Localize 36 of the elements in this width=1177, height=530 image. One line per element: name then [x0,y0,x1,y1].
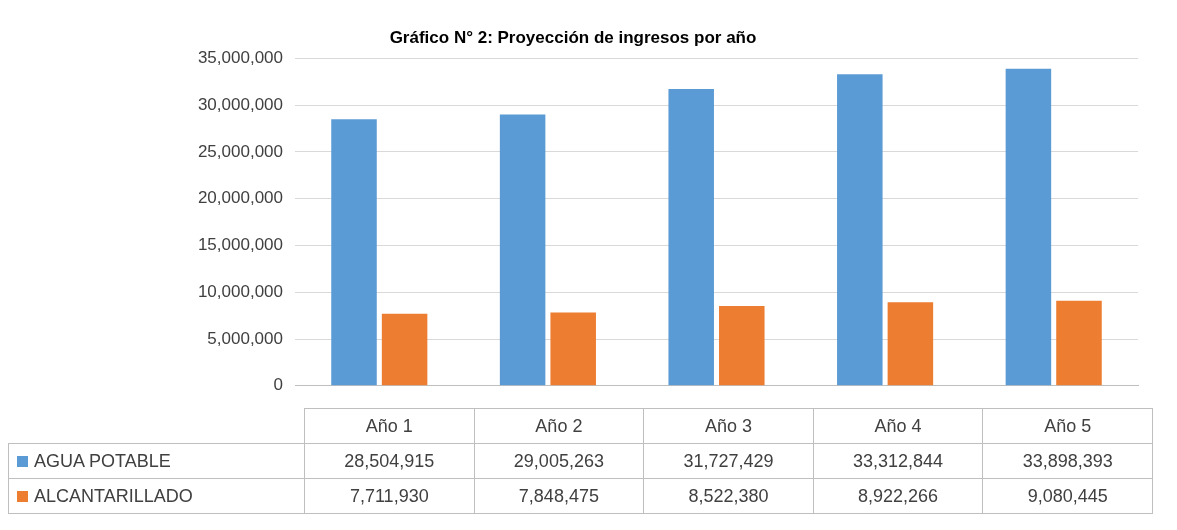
bar [550,312,596,386]
y-tick-label: 5,000,000 [207,328,283,348]
data-label: 33,312,844 [813,443,983,479]
x-tick-label: Año 4 [813,408,983,444]
data-label: 31,727,429 [643,443,814,479]
bar [381,313,428,386]
legend-label: AGUA POTABLE [34,450,171,471]
bar [668,89,714,386]
y-tick-label: 20,000,000 [197,188,283,208]
x-tick-label: Año 5 [982,408,1153,444]
y-tick-label: 25,000,000 [197,141,283,161]
data-label: 7,848,475 [474,478,644,514]
x-tick-label: Año 3 [643,408,814,444]
y-tick-label: 0 [273,375,283,395]
bar [1056,300,1102,386]
bar [1005,68,1052,386]
data-label: 33,898,393 [982,443,1153,479]
x-tick-label: Año 1 [304,408,475,444]
legend-label: ALCANTARILLADO [34,485,193,506]
y-tick-label: 15,000,000 [197,235,283,255]
bar [837,74,883,386]
data-label: 29,005,263 [474,443,644,479]
data-label: 9,080,445 [982,478,1153,514]
data-label: 7,711,930 [304,478,475,514]
bar [719,306,765,386]
data-label: 8,522,380 [643,478,814,514]
bar [331,119,377,386]
bar [887,302,934,386]
x-tick-label: Año 2 [474,408,644,444]
bar [499,114,546,386]
y-tick-label: 30,000,000 [197,94,283,114]
y-tick-label: 35,000,000 [197,48,283,68]
chart-title: Gráfico N° 2: Proyección de ingresos por año [389,27,757,47]
data-label: 8,922,266 [813,478,983,514]
y-tick-label: 10,000,000 [197,281,283,301]
data-label: 28,504,915 [304,443,475,479]
